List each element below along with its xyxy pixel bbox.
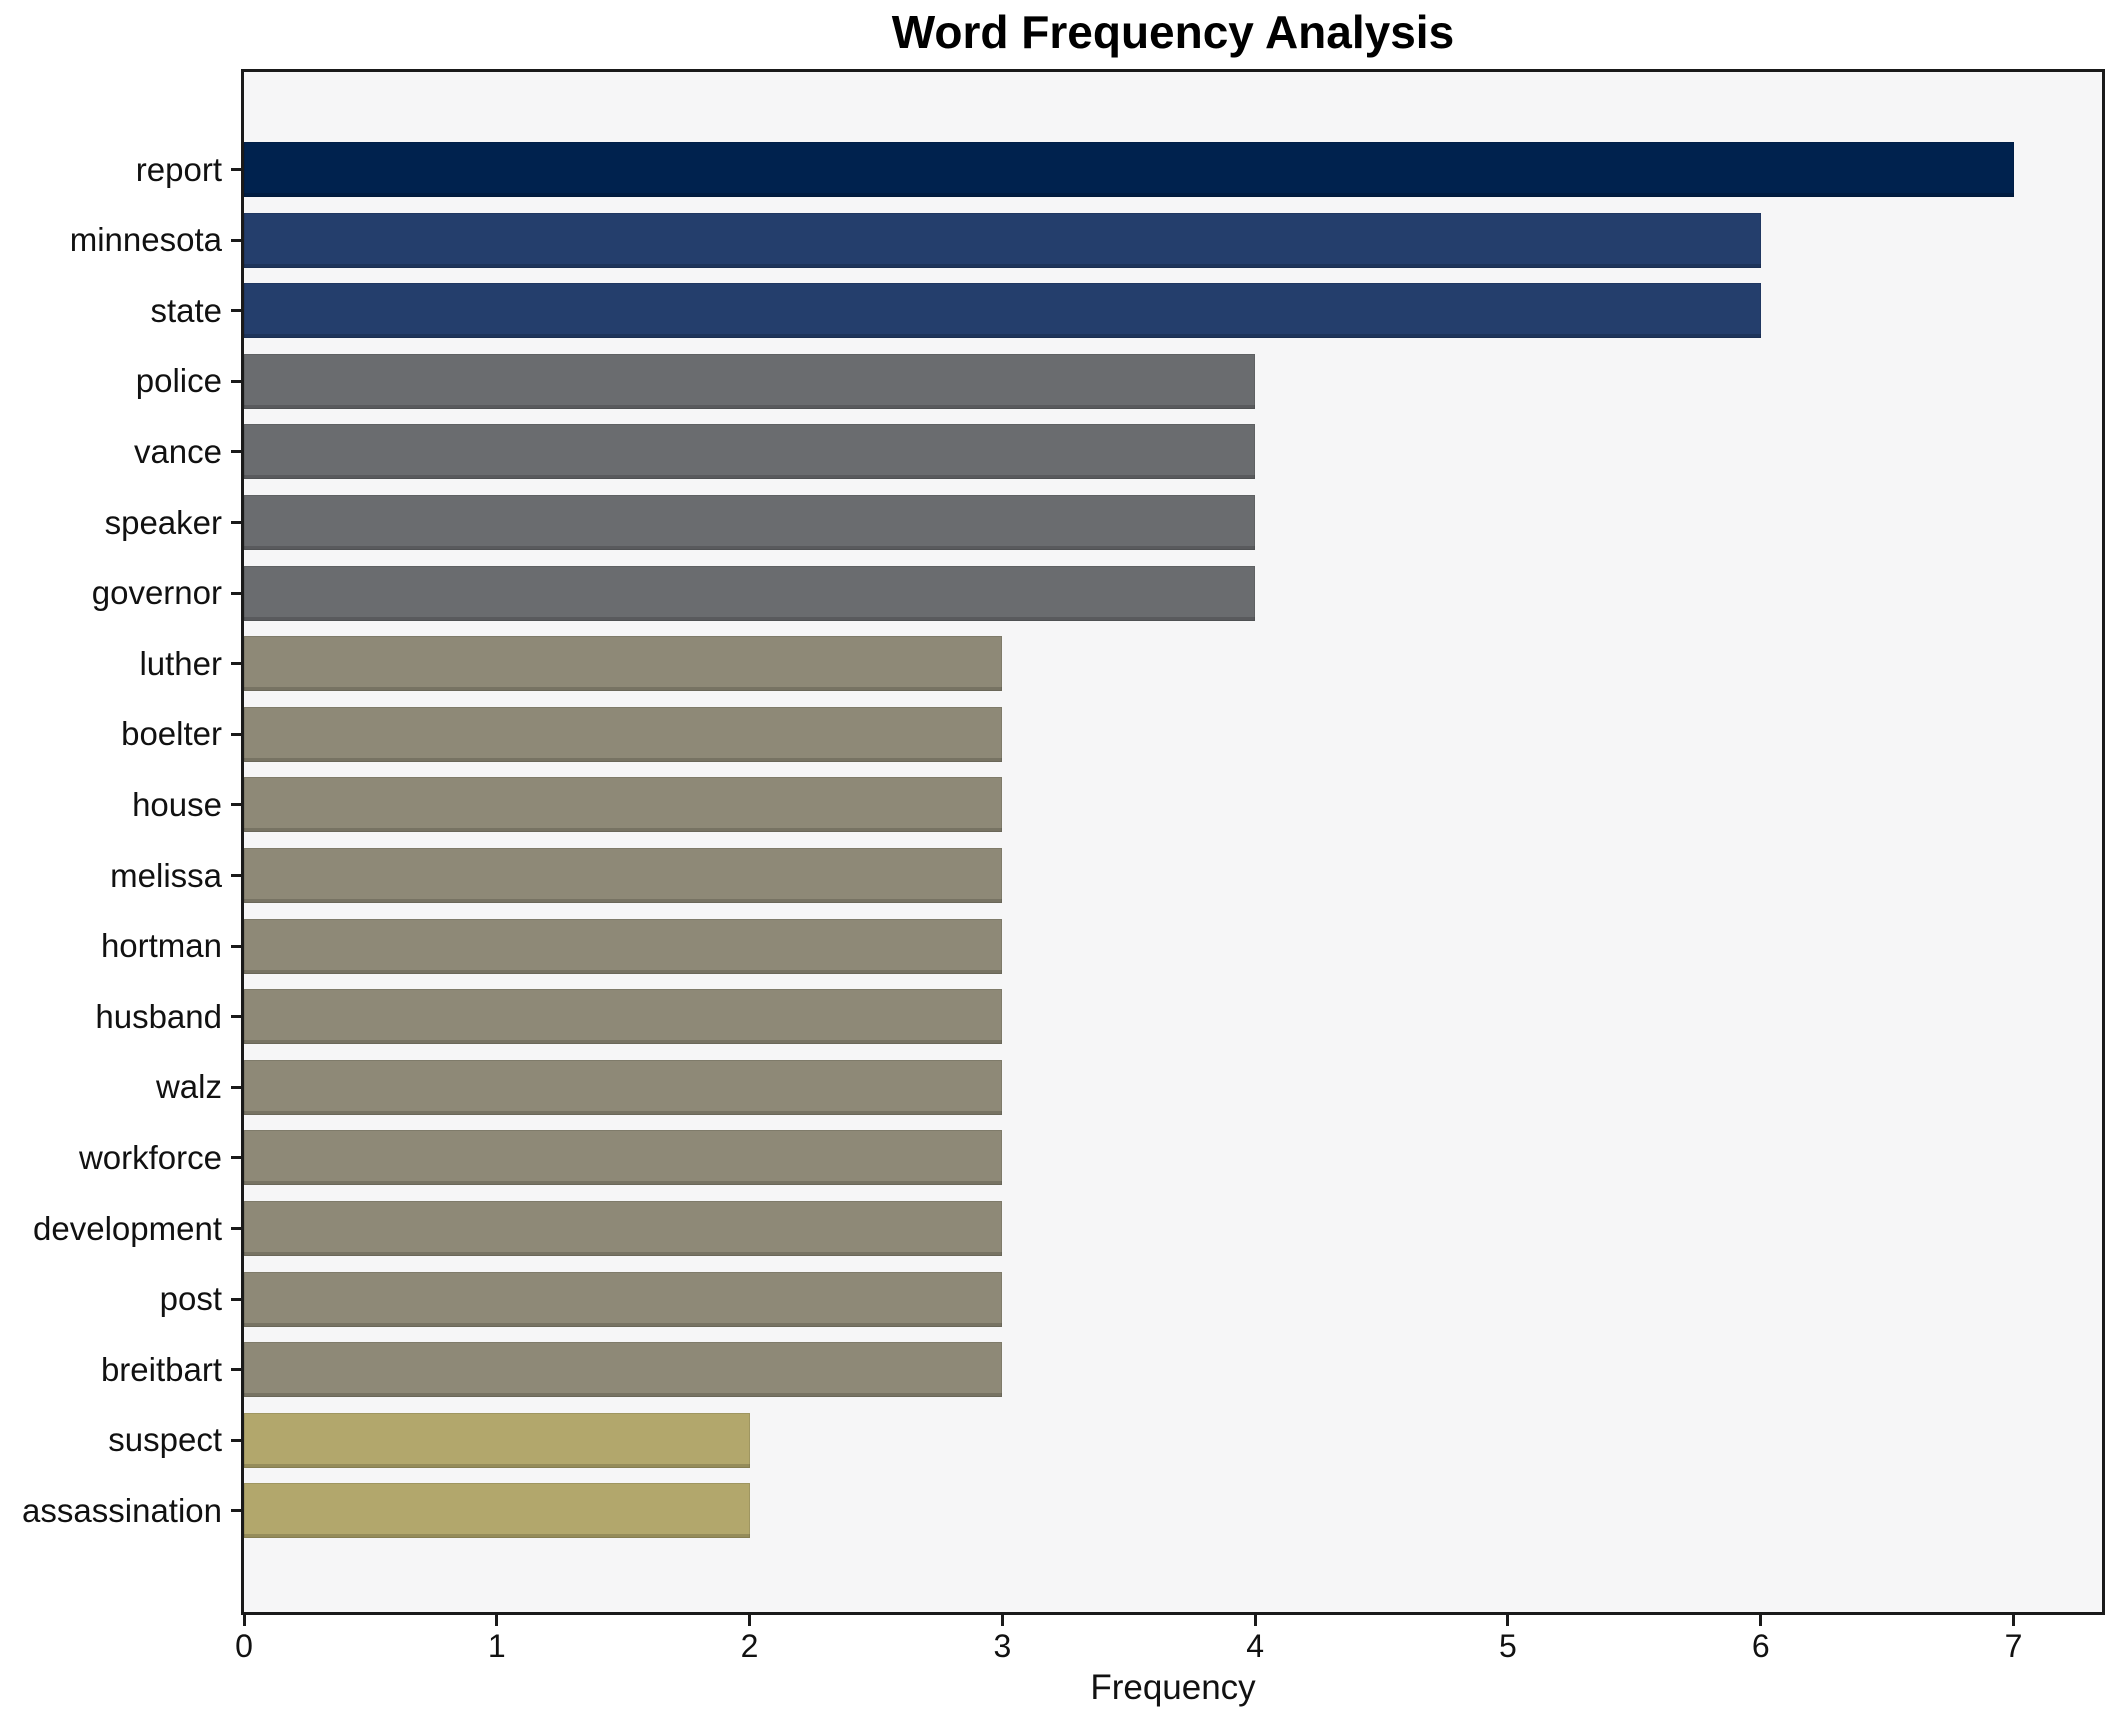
y-tick-mark: [231, 1368, 244, 1372]
y-tick-mark: [231, 732, 244, 736]
y-tick-mark: [231, 944, 244, 948]
y-tick-mark: [231, 591, 244, 595]
y-tick-mark: [231, 874, 244, 877]
x-tick-label-7: 7: [2004, 1628, 2023, 1664]
x-tick-label-1: 1: [487, 1628, 506, 1664]
y-tick-label-breitbart: breitbart: [100, 1350, 222, 1388]
x-tick-mark: [1000, 1612, 1004, 1626]
y-tick-label-workforce: workforce: [78, 1138, 222, 1176]
y-tick-mark: [231, 1297, 244, 1301]
bar-breitbart: [244, 1342, 1003, 1398]
bar-vance: [244, 424, 1256, 480]
y-tick-mark: [231, 238, 244, 242]
y-tick-mark: [231, 662, 244, 666]
bar-workforce: [244, 1130, 1003, 1186]
y-tick-label-development: development: [33, 1209, 222, 1247]
x-tick-mark: [1506, 1612, 1510, 1626]
bar-development: [244, 1201, 1003, 1256]
x-tick-mark: [748, 1612, 752, 1626]
x-tick-label-4: 4: [1246, 1628, 1265, 1664]
chart-title: Word Frequency Analysis: [891, 6, 1455, 58]
bar-state: [244, 283, 1761, 339]
y-tick-label-report: report: [135, 150, 222, 188]
y-tick-mark: [231, 1509, 244, 1513]
y-tick-label-luther: luther: [139, 644, 222, 682]
plot-area: [244, 72, 2102, 1612]
bar-hortman: [244, 918, 1003, 974]
y-tick-label-state: state: [150, 291, 222, 329]
y-tick-label-melissa: melissa: [110, 856, 222, 894]
bar-report: [244, 142, 2014, 197]
bar-melissa: [244, 848, 1003, 903]
x-tick-mark: [242, 1612, 246, 1626]
y-tick-label-post: post: [159, 1280, 222, 1318]
bar-luther: [244, 636, 1003, 692]
y-tick-label-walz: walz: [155, 1068, 222, 1106]
bar-walz: [244, 1059, 1003, 1115]
y-tick-label-assassination: assassination: [22, 1491, 222, 1529]
y-tick-label-vance: vance: [133, 432, 222, 470]
bar-husband: [244, 989, 1003, 1045]
x-tick-label-0: 0: [235, 1628, 253, 1664]
y-tick-mark: [231, 803, 244, 807]
y-tick-mark: [231, 1085, 244, 1089]
bar-boelter: [244, 706, 1003, 762]
y-tick-label-governor: governor: [91, 574, 222, 612]
y-tick-label-minnesota: minnesota: [69, 221, 222, 259]
y-tick-mark: [231, 309, 244, 313]
y-tick-mark: [231, 1015, 244, 1019]
x-tick-label-5: 5: [1499, 1628, 1517, 1664]
y-tick-label-speaker: speaker: [104, 503, 222, 541]
y-tick-mark: [231, 521, 244, 524]
y-tick-mark: [231, 1438, 244, 1442]
bar-police: [244, 353, 1256, 409]
bar-governor: [244, 565, 1256, 621]
x-tick-label-3: 3: [993, 1628, 1012, 1664]
y-tick-label-police: police: [135, 362, 222, 400]
y-tick-mark: [231, 450, 244, 454]
x-tick-mark: [1759, 1612, 1763, 1626]
bar-speaker: [244, 495, 1256, 550]
bar-house: [244, 777, 1003, 833]
x-tick-mark: [2012, 1612, 2016, 1626]
bar-minnesota: [244, 212, 1761, 268]
y-tick-label-house: house: [132, 785, 222, 823]
x-tick-mark: [495, 1612, 499, 1626]
x-axis-label: Frequency: [1090, 1668, 1256, 1707]
bar-assassination: [244, 1483, 750, 1539]
x-tick-mark: [1253, 1612, 1257, 1626]
y-tick-mark: [231, 379, 244, 383]
x-tick-label-2: 2: [740, 1628, 759, 1664]
y-tick-label-hortman: hortman: [100, 927, 222, 965]
y-tick-label-husband: husband: [95, 997, 222, 1035]
y-tick-label-boelter: boelter: [121, 715, 222, 753]
y-tick-mark: [231, 1227, 244, 1230]
y-tick-mark: [231, 168, 244, 171]
bar-suspect: [244, 1412, 750, 1468]
x-tick-label-6: 6: [1751, 1628, 1770, 1664]
bar-post: [244, 1271, 1003, 1327]
y-tick-label-suspect: suspect: [108, 1421, 222, 1459]
y-tick-mark: [231, 1156, 244, 1160]
